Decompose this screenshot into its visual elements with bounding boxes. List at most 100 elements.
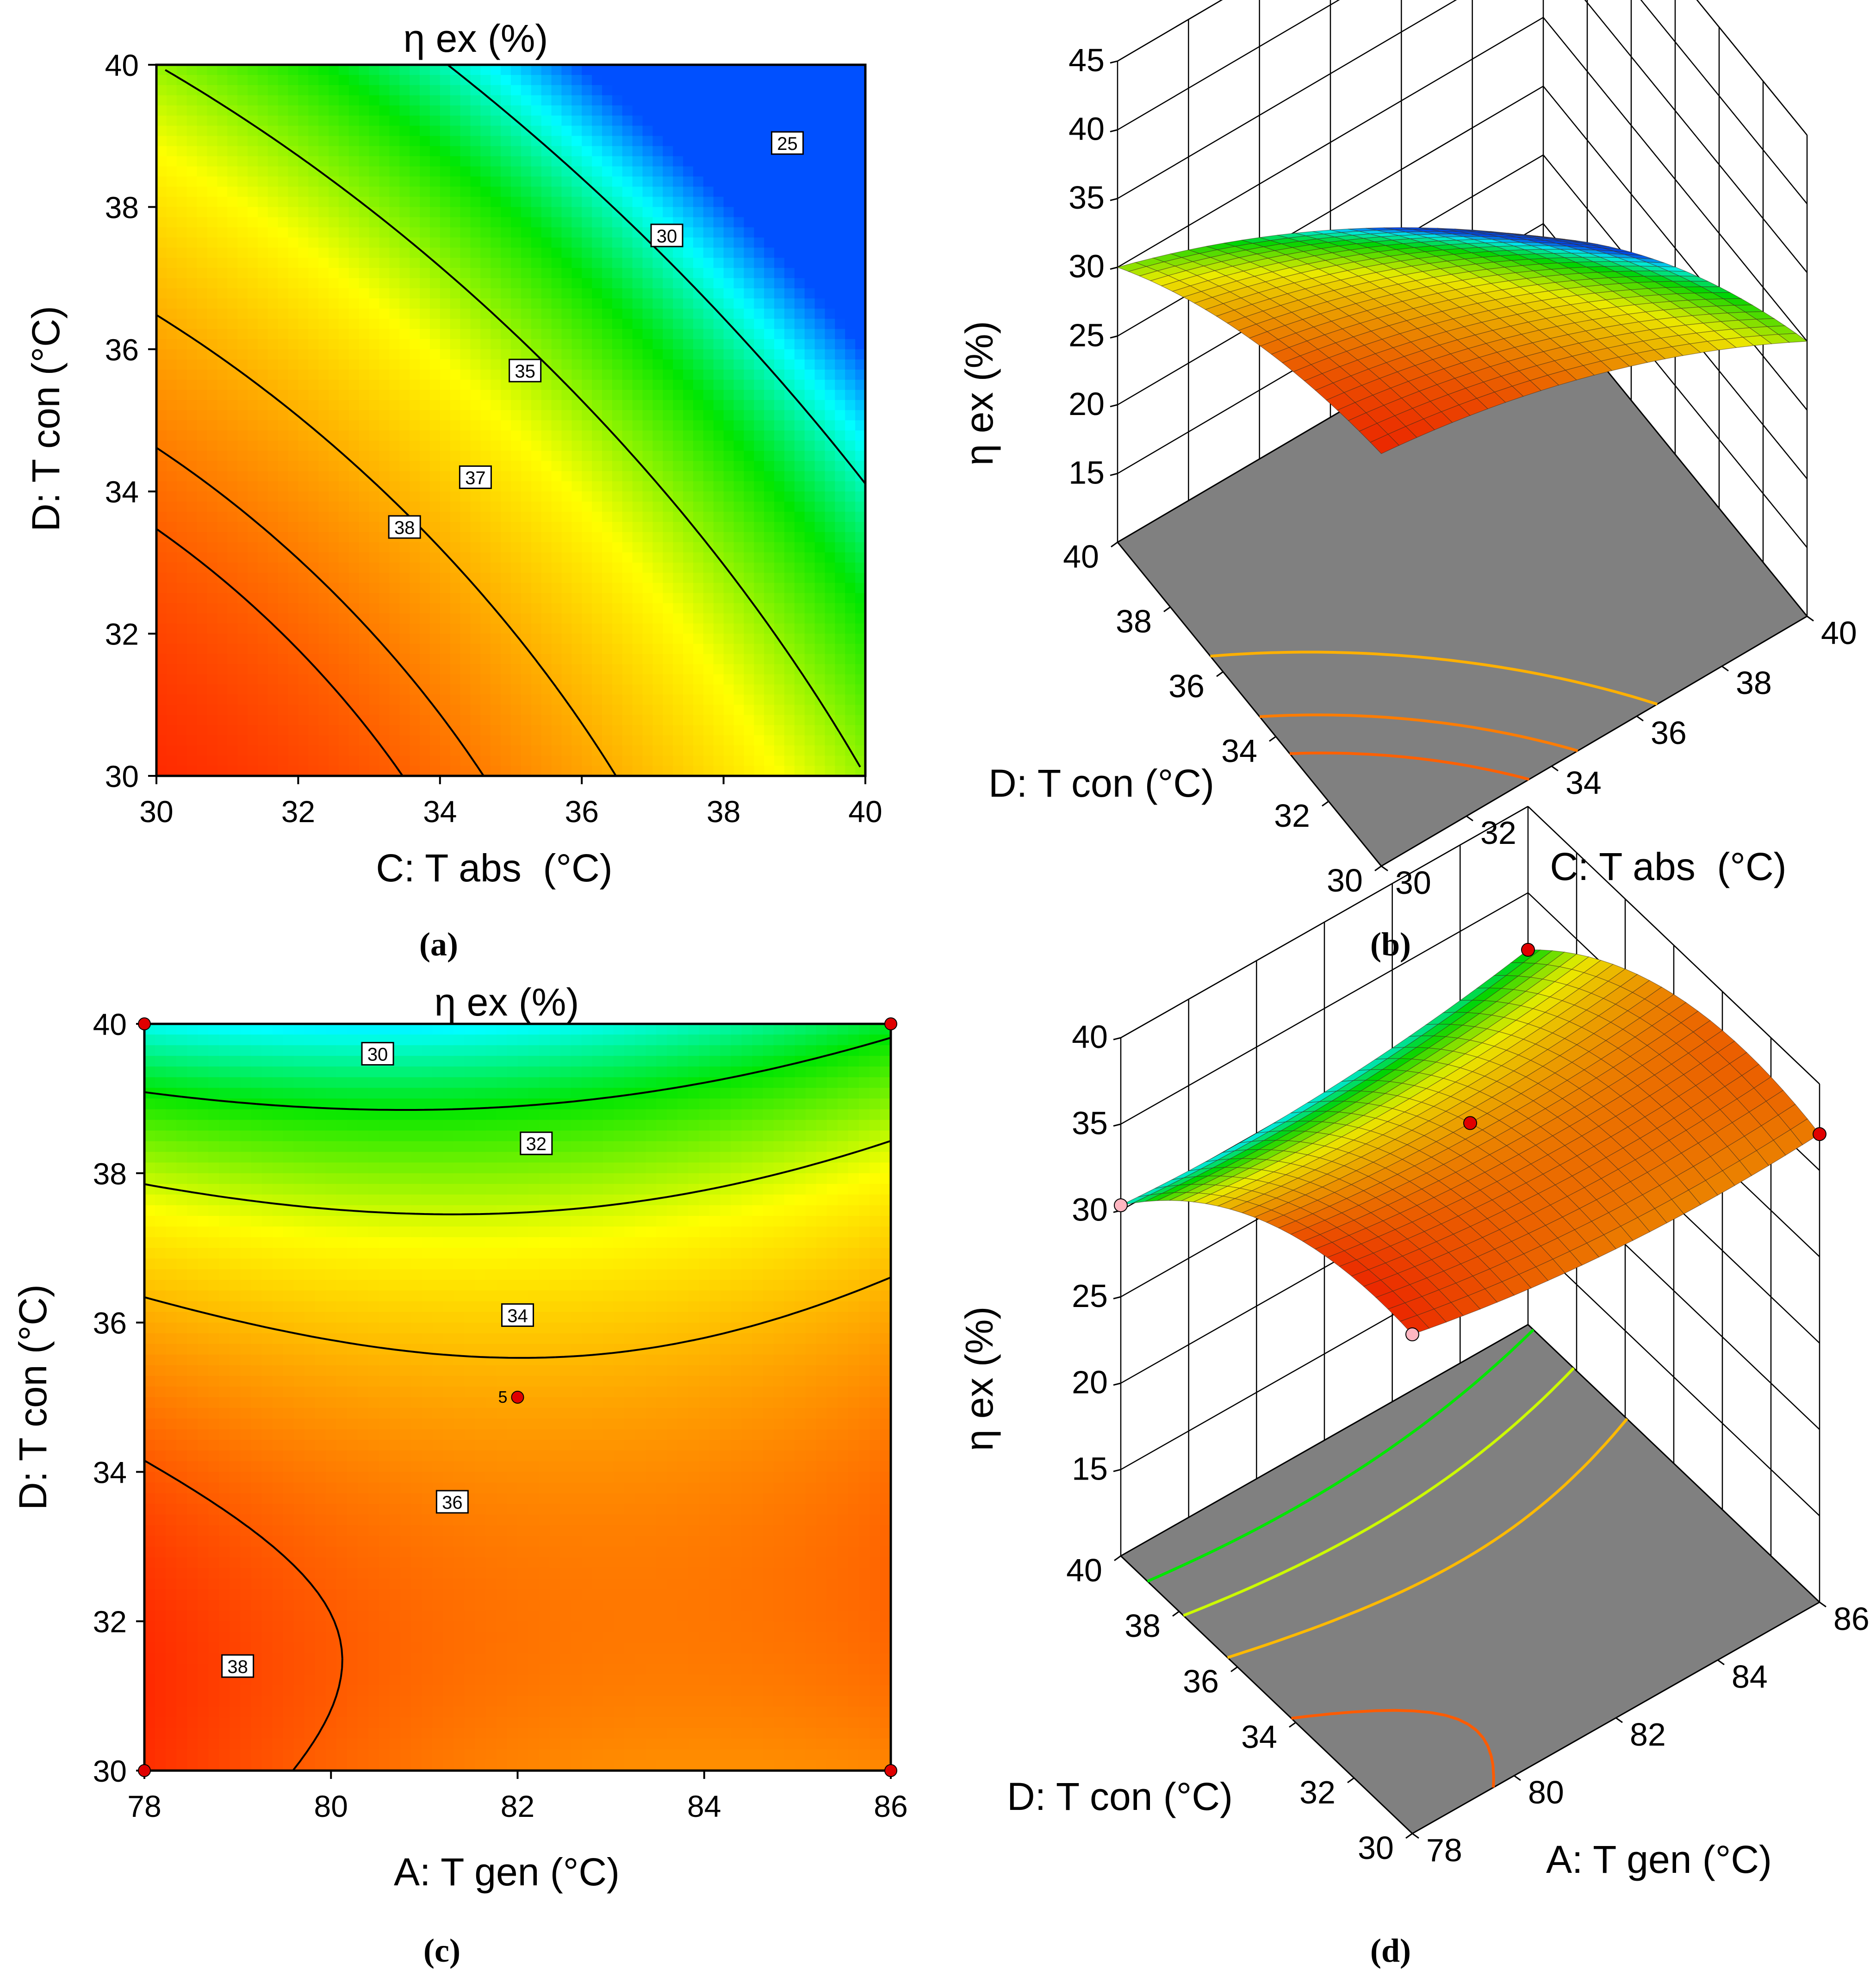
contour-fill-cell <box>571 359 583 370</box>
contour-fill-cell <box>248 318 258 329</box>
contour-fill-cell <box>683 654 694 665</box>
y-tick-label: 38 <box>105 190 139 224</box>
contour-fill-cell <box>227 197 238 208</box>
contour-fill-cell <box>176 674 187 685</box>
contour-fill-cell <box>855 623 866 634</box>
contour-fill-cell <box>845 623 856 634</box>
contour-fill-cell <box>460 582 471 594</box>
contour-fill-cell <box>703 309 714 319</box>
contour-fill-cell <box>693 146 704 157</box>
contour-fill-cell <box>389 735 400 746</box>
contour-fill-cell <box>521 268 532 279</box>
contour-fill-cell <box>379 715 390 726</box>
contour-fill-cell <box>410 328 420 340</box>
contour-fill-cell <box>429 390 441 401</box>
contour-fill-cell <box>450 268 461 279</box>
contour-fill-cell <box>744 85 755 96</box>
floor-contour-35 <box>1210 650 1658 706</box>
contour-fill-cell <box>622 502 633 513</box>
contour-fill-cell <box>369 420 380 431</box>
contour-fill-cell <box>673 552 684 563</box>
contour-fill-cell <box>197 166 208 177</box>
contour-fill-cell <box>359 481 370 492</box>
contour-fill-cell <box>511 298 522 309</box>
contour-fill-cell <box>308 105 319 116</box>
contour-fill-cell <box>642 705 653 716</box>
contour-fill-cell <box>176 766 187 776</box>
contour-fill-cell <box>359 369 370 380</box>
contour-fill-cell <box>551 613 562 624</box>
contour-fill-cell <box>176 207 187 218</box>
contour-fill-cell <box>288 217 299 228</box>
contour-fill-cell <box>673 542 684 553</box>
contour-fill-cell <box>308 532 319 543</box>
contour-fill-cell <box>491 369 502 380</box>
contour-fill-cell <box>480 369 491 380</box>
contour-fill-cell <box>825 328 836 340</box>
contour-fill-cell <box>693 369 704 380</box>
contour-fill-cell <box>227 309 238 319</box>
contour-fill-cell <box>754 268 765 279</box>
contour-fill-cell <box>460 623 471 634</box>
contour-fill-cell <box>369 115 380 126</box>
contour-fill-cell <box>622 654 633 665</box>
contour-fill-cell <box>612 369 623 380</box>
contour-fill-cell <box>571 562 583 573</box>
contour-fill-cell <box>329 532 339 543</box>
contour-fill-cell <box>723 146 734 157</box>
contour-fill-cell <box>632 623 643 634</box>
contour-fill-cell <box>531 309 542 319</box>
contour-fill-cell <box>491 633 502 644</box>
contour-fill-cell <box>237 582 248 594</box>
contour-fill-cell <box>561 572 572 583</box>
contour-fill-cell <box>176 176 187 187</box>
contour-fill-cell <box>814 451 826 462</box>
contour-fill-cell <box>652 420 664 431</box>
contour-fill-cell <box>571 735 583 746</box>
contour-fill-cell <box>267 725 279 736</box>
contour-fill-cell <box>855 451 866 462</box>
contour-fill-cell <box>754 359 765 370</box>
contour-fill-cell <box>652 623 664 634</box>
contour-fill-cell <box>410 471 420 482</box>
contour-fill-cell <box>764 115 775 126</box>
contour-fill-cell <box>156 572 167 583</box>
contour-fill-cell <box>612 593 623 604</box>
contour-fill-cell <box>663 461 674 472</box>
contour-fill-cell <box>733 562 745 573</box>
contour-fill-cell <box>764 278 775 289</box>
contour-fill-cell <box>855 674 866 685</box>
x-tick-label: 32 <box>281 794 315 829</box>
contour-fill-cell <box>622 410 633 421</box>
contour-fill-cell <box>663 328 674 340</box>
contour-fill-cell <box>683 125 694 136</box>
contour-fill-cell <box>217 532 228 543</box>
contour-fill-cell <box>237 633 248 644</box>
contour-fill-cell <box>723 298 734 309</box>
contour-fill-cell <box>541 766 552 776</box>
contour-fill-cell <box>723 654 734 665</box>
contour-fill-cell <box>612 237 623 248</box>
contour-fill-cell <box>592 766 603 776</box>
contour-fill-cell <box>683 512 694 523</box>
contour-fill-cell <box>652 654 664 665</box>
contour-fill-cell <box>723 562 734 573</box>
contour-fill-cell <box>217 166 228 177</box>
contour-fill-cell <box>835 146 846 157</box>
contour-fill-cell <box>561 756 572 767</box>
contour-fill-cell <box>379 430 390 441</box>
contour-fill-cell <box>794 298 805 309</box>
contour-fill-cell <box>774 95 785 106</box>
contour-fill-cell <box>835 440 846 452</box>
contour-fill-cell <box>410 725 420 736</box>
contour-fill-cell <box>348 309 360 319</box>
contour-fill-cell <box>379 644 390 655</box>
contour-fill-cell <box>288 125 299 136</box>
contour-fill-cell <box>369 766 380 776</box>
contour-fill-cell <box>197 512 208 523</box>
contour-fill-cell <box>186 420 198 431</box>
contour-fill-cell <box>166 593 177 604</box>
contour-fill-cell <box>227 420 238 431</box>
contour-fill-cell <box>794 715 805 726</box>
contour-fill-cell <box>197 105 208 116</box>
